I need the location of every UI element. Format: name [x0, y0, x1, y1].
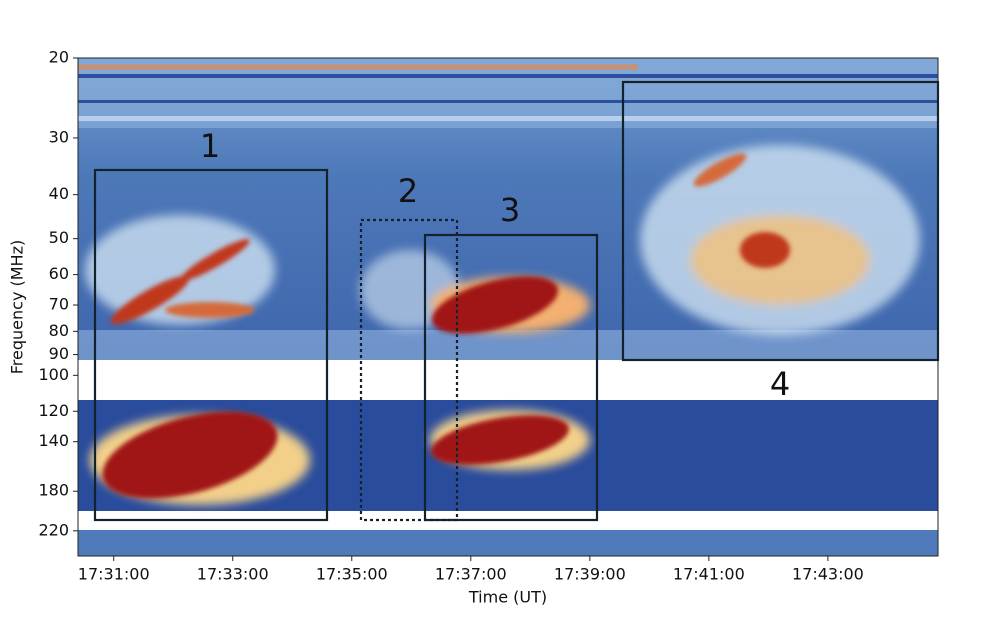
x-tick-label: 17:31:00 [78, 565, 150, 584]
annotation: 4 [770, 365, 790, 403]
y-tick-label: 100 [38, 365, 69, 384]
region-box [621, 80, 940, 362]
y-tick-label: 60 [49, 264, 69, 283]
y-tick-label: 120 [38, 401, 69, 420]
region-box [93, 168, 329, 522]
y-tick-label: 70 [49, 295, 69, 314]
y-tick-label: 80 [49, 321, 69, 340]
y-axis-label: Frequency (MHz) [8, 240, 27, 374]
region-box [423, 233, 599, 522]
annotation: 1 [200, 127, 220, 165]
y-tick-label: 30 [49, 127, 69, 146]
x-tick-label: 17:43:00 [792, 565, 864, 584]
spectrogram [78, 58, 938, 556]
x-tick-label: 17:39:00 [554, 565, 626, 584]
y-tick-label: 50 [49, 228, 69, 247]
y-tick-label: 20 [49, 48, 69, 67]
annotation: 3 [500, 191, 520, 229]
y-tick-label: 180 [38, 481, 69, 500]
y-tick-label: 90 [49, 344, 69, 363]
x-tick-label: 17:35:00 [316, 565, 388, 584]
region-box [359, 218, 459, 522]
x-tick-label: 17:37:00 [435, 565, 507, 584]
y-tick-label: 40 [49, 184, 69, 203]
x-tick-label: 17:33:00 [197, 565, 269, 584]
x-axis-label: Time (UT) [468, 588, 547, 607]
y-tick-label: 220 [38, 520, 69, 539]
x-tick-label: 17:41:00 [673, 565, 745, 584]
y-tick-label: 140 [38, 431, 69, 450]
annotation: 2 [398, 172, 418, 210]
